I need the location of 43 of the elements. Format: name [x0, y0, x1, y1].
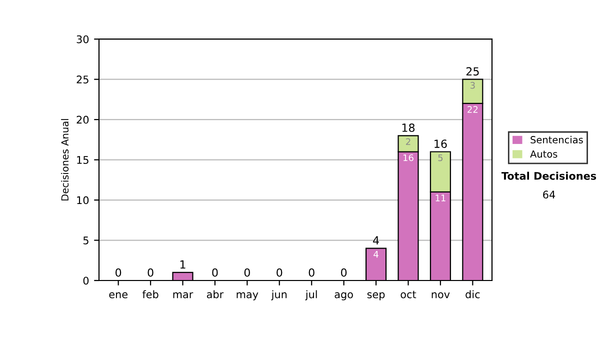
total-label: 0: [244, 268, 250, 277]
data-label: 4: [374, 251, 378, 258]
text: Total Decisiones: [501, 172, 596, 180]
total-label: 4: [373, 236, 379, 244]
total-label: 0: [212, 268, 218, 277]
data-label: 5: [438, 154, 443, 162]
x-tick-label: feb: [142, 290, 158, 298]
x-tick-label: dic: [466, 290, 480, 298]
total-label: 0: [276, 268, 282, 277]
total-label: 0: [341, 268, 347, 277]
data-label: 22: [468, 106, 478, 113]
y-axis-title: Decisiones Anual: [61, 119, 69, 200]
data-label: 2: [406, 138, 410, 145]
y-tick-label: 10: [77, 196, 89, 204]
x-tick-label: sep: [367, 292, 385, 300]
text: 64: [543, 190, 556, 199]
x-tick-label: nov: [432, 292, 450, 298]
total-label: 0: [148, 268, 154, 277]
total-label: 25: [466, 67, 479, 76]
x-tick-label: ene: [109, 292, 128, 298]
legend-label: Autos: [530, 150, 558, 158]
x-tick-label: mar: [173, 292, 194, 298]
x-tick-label: oct: [400, 290, 416, 298]
x-tick-label: jul: [305, 290, 317, 300]
x-tick-label: abr: [206, 290, 224, 298]
data-label: 16: [403, 154, 414, 162]
y-tick-label: 25: [76, 76, 88, 84]
x-tick-label: jun: [271, 290, 287, 300]
total-label: 0: [116, 268, 122, 277]
total-label: 18: [402, 123, 415, 132]
data-label: 3: [470, 82, 475, 89]
y-tick-label: 15: [77, 156, 88, 164]
legend-label: Sentencias: [530, 136, 583, 144]
total-label: 1: [180, 260, 186, 269]
y-tick-label: 5: [83, 236, 88, 244]
total-label: 16: [434, 140, 447, 148]
y-tick-label: 30: [76, 35, 89, 44]
y-tick-label: 0: [83, 276, 89, 285]
data-label: 11: [436, 194, 446, 202]
total-label: 0: [308, 268, 314, 277]
x-tick-label: ago: [334, 292, 353, 300]
y-tick-label: 20: [76, 116, 89, 124]
x-tick-label: may: [236, 292, 258, 300]
